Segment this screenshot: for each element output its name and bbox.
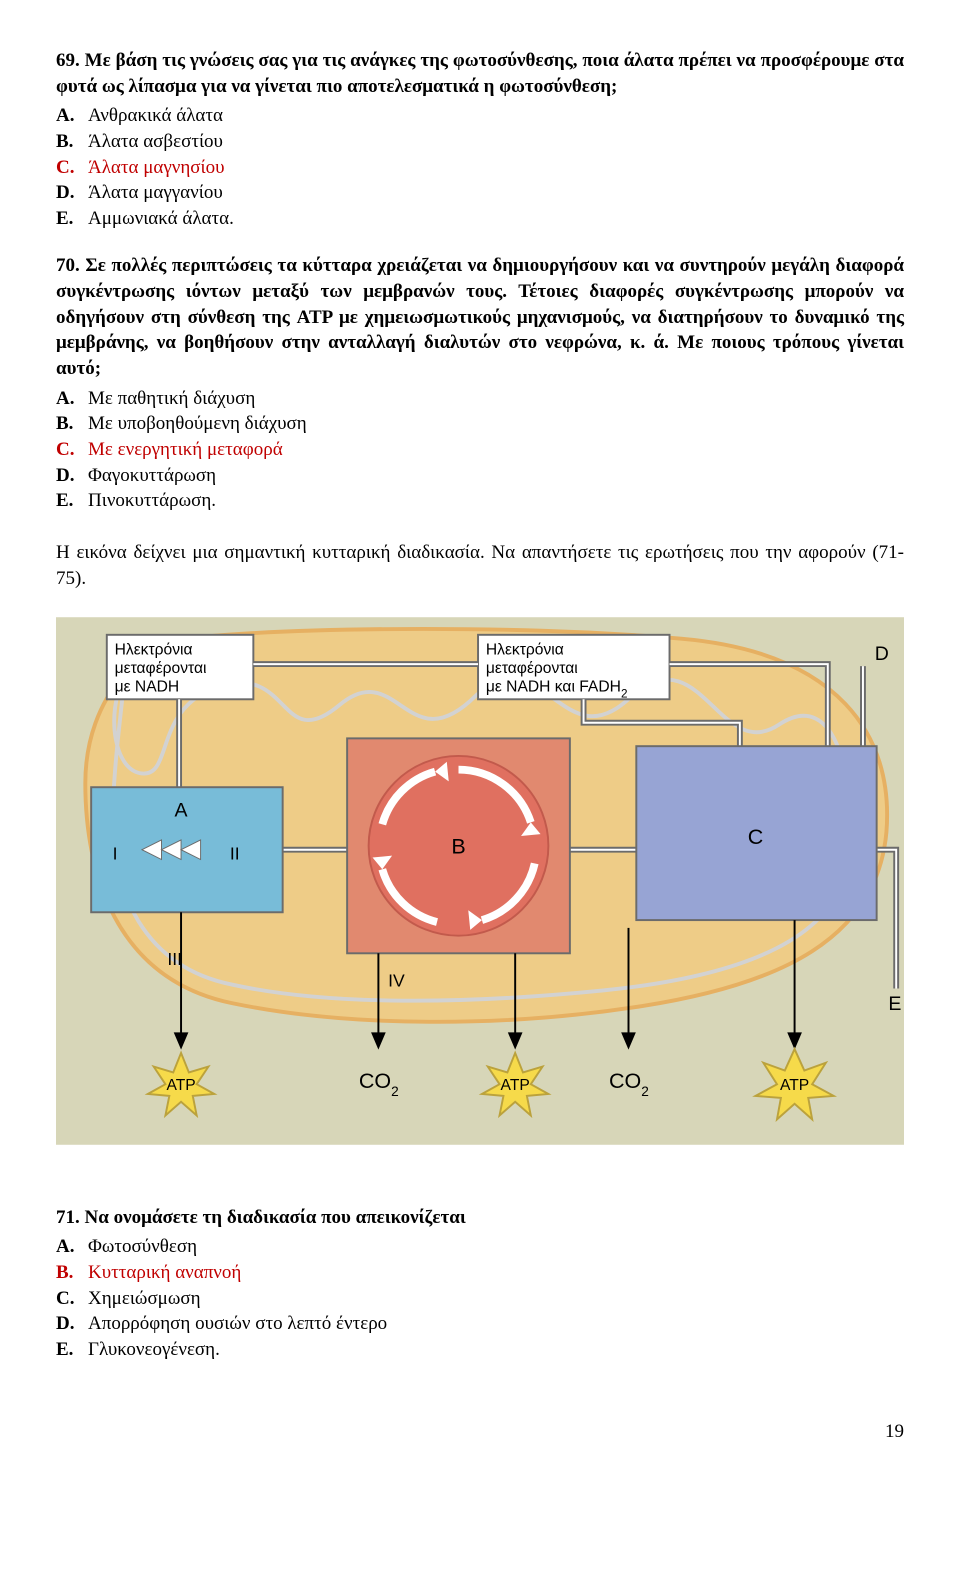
svg-text:Ηλεκτρόνια: Ηλεκτρόνια bbox=[486, 642, 564, 659]
label-d: D bbox=[875, 643, 889, 665]
q71-options: A.Φωτοσύνθεση B.Κυτταρική αναπνοή C.Χημε… bbox=[56, 1234, 904, 1362]
label-iii: III bbox=[167, 949, 182, 969]
label-e: E bbox=[888, 993, 901, 1015]
q71-opt-a: A.Φωτοσύνθεση bbox=[56, 1234, 904, 1260]
q70-opt-a: A.Με παθητική διάχυση bbox=[56, 386, 904, 412]
svg-text:II: II bbox=[230, 844, 240, 864]
q69-opt-a: A.Ανθρακικά άλατα bbox=[56, 103, 904, 129]
q71-opt-c: C.Χημειώσμωση bbox=[56, 1286, 904, 1312]
svg-text:ATP: ATP bbox=[166, 1077, 195, 1094]
box-b: B bbox=[347, 739, 570, 954]
diagram-instruction: Η εικόνα δείχνει μια σημαντική κυτταρική… bbox=[56, 540, 904, 591]
q69-opt-d: D.Άλατα μαγγανίου bbox=[56, 180, 904, 206]
q69-stem: 69. Με βάση τις γνώσεις σας για τις ανάγ… bbox=[56, 48, 904, 99]
q70-opt-c: C.Με ενεργητική μεταφορά bbox=[56, 437, 904, 463]
q69-opt-b: B.Άλατα ασβεστίου bbox=[56, 129, 904, 155]
box-c: C bbox=[636, 746, 876, 920]
svg-text:με NADH: με NADH bbox=[115, 679, 180, 696]
svg-text:μεταφέρονται: μεταφέρονται bbox=[115, 660, 207, 677]
label-iv: IV bbox=[388, 971, 405, 991]
q70-opt-d: D.Φαγοκυττάρωση bbox=[56, 463, 904, 489]
cellular-respiration-diagram: Ηλεκτρόνια μεταφέρονται με NADH Ηλεκτρόν… bbox=[56, 611, 904, 1151]
q69-opt-e: E.Αμμωνιακά άλατα. bbox=[56, 206, 904, 232]
q71-stem: 71. Να ονομάσετε τη διαδικασία που απεικ… bbox=[56, 1205, 904, 1231]
q70-opt-b: B.Με υποβοηθούμενη διάχυση bbox=[56, 411, 904, 437]
svg-text:B: B bbox=[451, 835, 465, 859]
q70-stem: 70. Σε πολλές περιπτώσεις τα κύτταρα χρε… bbox=[56, 253, 904, 381]
q69-options: A.Ανθρακικά άλατα B.Άλατα ασβεστίου C.Άλ… bbox=[56, 103, 904, 231]
q71-opt-d: D.Απορρόφηση ουσιών στο λεπτό έντερο bbox=[56, 1311, 904, 1337]
svg-text:ATP: ATP bbox=[501, 1077, 530, 1094]
q69-opt-c: C.Άλατα μαγνησίου bbox=[56, 155, 904, 181]
svg-text:ATP: ATP bbox=[780, 1077, 809, 1094]
q70-opt-e: E.Πινοκυττάρωση. bbox=[56, 488, 904, 514]
nadh-box-2: Ηλεκτρόνια μεταφέρονται με NADH και FADH… bbox=[478, 635, 669, 701]
svg-text:A: A bbox=[175, 800, 188, 822]
svg-text:I: I bbox=[113, 844, 118, 864]
box-a: A I II bbox=[91, 787, 282, 912]
svg-text:Ηλεκτρόνια: Ηλεκτρόνια bbox=[115, 642, 193, 659]
nadh-box-1: Ηλεκτρόνια μεταφέρονται με NADH bbox=[107, 635, 254, 699]
svg-text:C: C bbox=[748, 825, 764, 849]
svg-text:μεταφέρονται: μεταφέρονται bbox=[486, 660, 578, 677]
q71-opt-b: B.Κυτταρική αναπνοή bbox=[56, 1260, 904, 1286]
q70-options: A.Με παθητική διάχυση B.Με υποβοηθούμενη… bbox=[56, 386, 904, 514]
q71-opt-e: E.Γλυκονεογένεση. bbox=[56, 1337, 904, 1363]
page-number: 19 bbox=[56, 1419, 904, 1445]
